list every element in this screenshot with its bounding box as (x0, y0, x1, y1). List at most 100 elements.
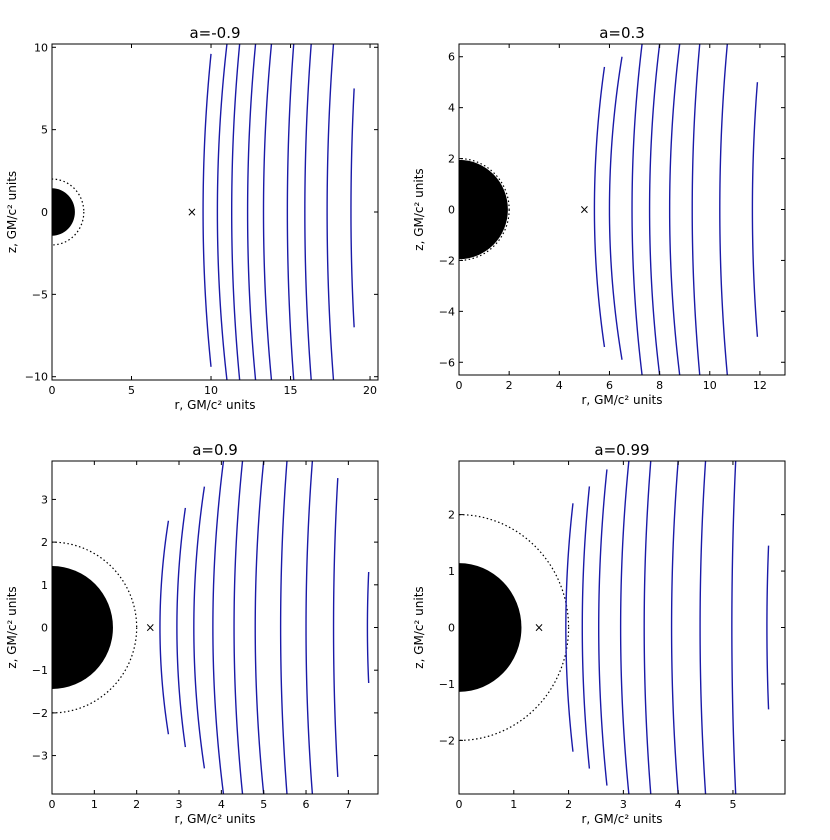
panel-title: a=0.3 (599, 24, 645, 42)
panel-title: a=-0.9 (189, 24, 240, 42)
field-line-4 (648, 44, 661, 375)
field-line-7 (699, 461, 707, 794)
y-tick-label: 4 (448, 102, 455, 115)
y-tick-label: 5 (41, 124, 48, 137)
y-tick-label: 2 (448, 509, 455, 522)
x-tick-label: 3 (176, 798, 183, 811)
field-line-6 (254, 461, 265, 794)
x-tick-label: 20 (363, 384, 377, 397)
y-tick-label: −6 (439, 356, 455, 369)
x-tick-label: 6 (303, 798, 310, 811)
x-tick-label: 0 (49, 798, 56, 811)
plot-area: × (52, 461, 370, 794)
x-tick-label: 15 (284, 384, 298, 397)
ergosphere-boundary (52, 541, 138, 714)
field-line-1 (593, 66, 606, 348)
field-line-3 (230, 44, 241, 380)
y-tick-label: −1 (439, 678, 455, 691)
x-tick-label: 2 (565, 798, 572, 811)
y-axis-label: z, GM/c² units (412, 168, 426, 250)
x-tick-label: 6 (606, 379, 613, 392)
field-line-2 (176, 507, 187, 748)
field-line-9 (350, 88, 355, 328)
field-line-2 (581, 486, 591, 769)
y-tick-label: −10 (25, 371, 48, 384)
field-line-7 (719, 44, 729, 375)
x-tick-label: 4 (218, 798, 225, 811)
axes-frame (51, 43, 379, 381)
field-line-6 (286, 44, 295, 380)
field-line-1 (565, 503, 574, 752)
field-line-8 (305, 461, 314, 794)
field-line-2 (216, 44, 228, 380)
x-tick-label: 2 (133, 798, 140, 811)
x-tick-label: 10 (703, 379, 717, 392)
field-line-2 (608, 56, 623, 360)
field-line-4 (212, 461, 225, 794)
x-axis-label: r, GM/c² units (582, 393, 663, 407)
plot-area: × (459, 44, 759, 375)
y-tick-label: 2 (448, 153, 455, 166)
field-line-4 (619, 461, 630, 794)
field-line-6 (691, 44, 701, 375)
isco-marker: × (187, 205, 197, 219)
field-line-8 (751, 82, 759, 337)
field-line-7 (279, 461, 288, 794)
y-axis-label: z, GM/c² units (412, 586, 426, 668)
field-line-6 (670, 461, 679, 794)
y-tick-label: 0 (41, 206, 48, 219)
x-tick-label: 1 (91, 798, 98, 811)
y-tick-label: 1 (448, 565, 455, 578)
x-tick-label: 3 (620, 798, 627, 811)
y-tick-label: 3 (41, 493, 48, 506)
y-tick-label: −2 (439, 734, 455, 747)
x-tick-label: 0 (49, 384, 56, 397)
x-tick-label: 12 (753, 379, 767, 392)
y-tick-label: −2 (439, 254, 455, 267)
field-line-10 (366, 571, 370, 684)
y-tick-label: −3 (32, 750, 48, 763)
y-axis-label: z, GM/c² units (5, 586, 19, 668)
x-tick-label: 8 (656, 379, 663, 392)
field-line-9 (766, 545, 770, 710)
field-line-5 (262, 44, 273, 380)
ergosphere-boundary (459, 157, 510, 262)
x-axis-label: r, GM/c² units (175, 398, 256, 412)
panel-3: × 0 1 2 3 4 5 6 7 −3 −2 −1 0 1 2 3 a=0.9 r, GM/c² units z,… (5, 441, 379, 826)
x-tick-label: 1 (510, 798, 517, 811)
x-tick-label: 10 (204, 384, 218, 397)
event-horizon (459, 159, 508, 260)
field-line-5 (668, 44, 681, 375)
event-horizon (52, 188, 75, 236)
panel-4: × 0 1 2 3 4 5 −2 −1 0 1 2 a=0.99 r, GM/c² units z, GM/… (412, 441, 786, 826)
y-tick-label: −1 (32, 664, 48, 677)
panel-title: a=0.99 (594, 441, 649, 459)
y-tick-label: 10 (34, 41, 48, 54)
field-line-3 (193, 486, 206, 769)
x-tick-label: 5 (128, 384, 135, 397)
x-tick-label: 7 (345, 798, 352, 811)
y-tick-label: 1 (41, 579, 48, 592)
isco-marker: × (579, 203, 589, 217)
x-axis-label: r, GM/c² units (582, 812, 663, 826)
field-line-1 (159, 520, 170, 735)
field-line-1 (202, 53, 212, 367)
field-line-3 (598, 469, 608, 786)
isco-marker: × (145, 621, 155, 635)
x-tick-label: 4 (675, 798, 682, 811)
isco-marker: × (534, 621, 544, 635)
field-line-5 (643, 461, 652, 794)
y-tick-label: 0 (41, 622, 48, 635)
field-line-8 (326, 44, 335, 380)
ergosphere-boundary (459, 514, 570, 741)
y-tick-label: 6 (448, 51, 455, 64)
event-horizon (52, 566, 113, 689)
y-tick-label: −4 (439, 305, 455, 318)
y-tick-label: 0 (448, 204, 455, 217)
field-line-5 (233, 461, 244, 794)
field-line-8 (731, 461, 737, 794)
y-axis-label: z, GM/c² units (5, 171, 19, 253)
x-tick-label: 4 (556, 379, 563, 392)
plot-area: × (459, 461, 770, 794)
